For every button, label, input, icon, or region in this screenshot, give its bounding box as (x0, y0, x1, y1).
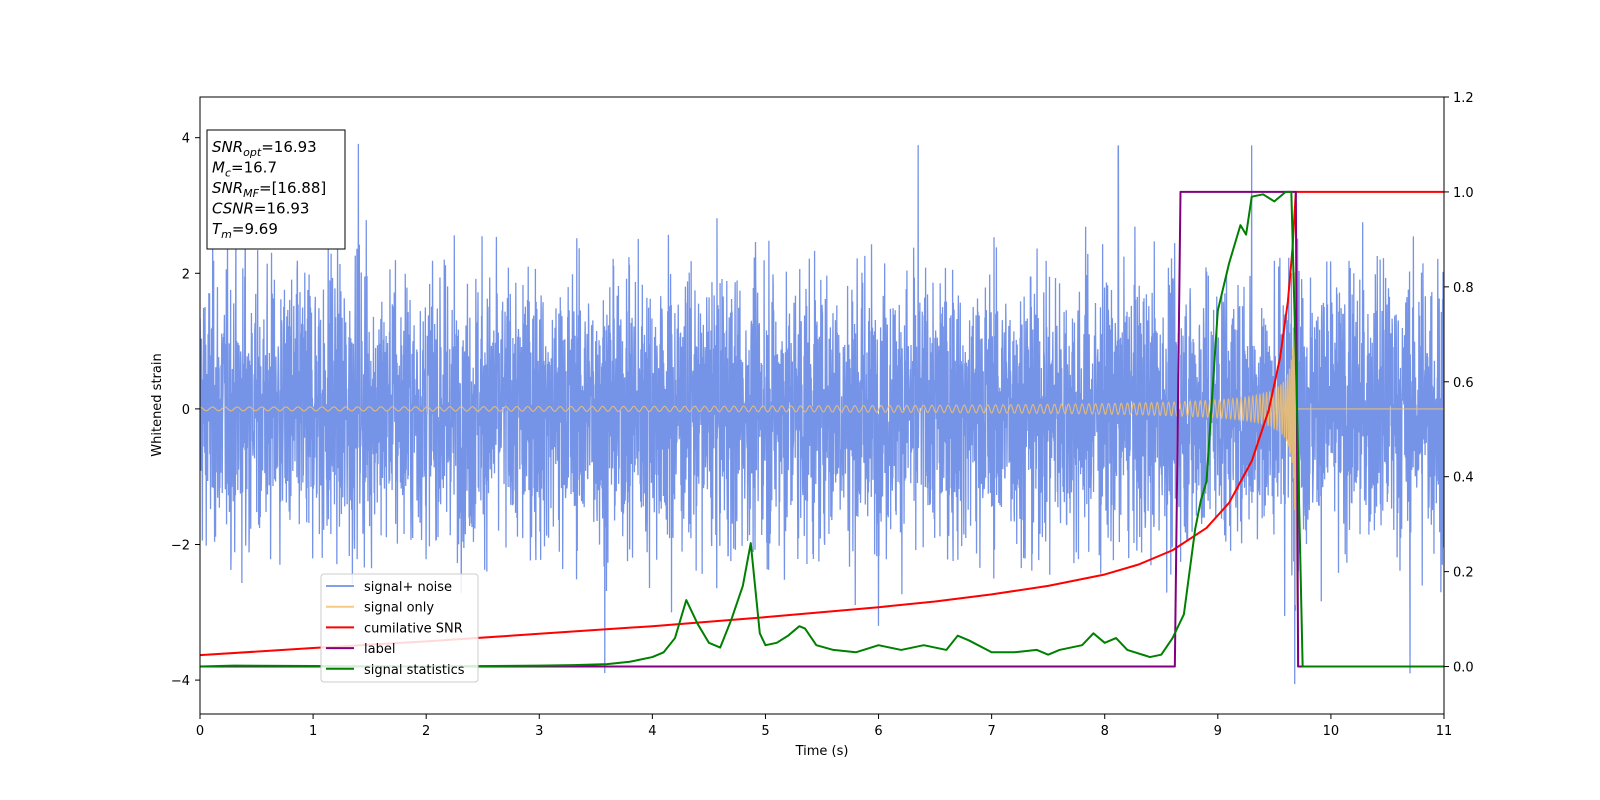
y-axis-right: 0.0 0.2 0.4 0.6 0.8 1.0 1.2 (1444, 91, 1474, 676)
y-right-tick-label: 0.4 (1453, 471, 1474, 486)
legend-item-signal-statistics: signal statistics (326, 663, 465, 678)
series-signal-only-line (200, 272, 1444, 606)
x-tick-label: 9 (1214, 724, 1222, 739)
y-left-tick-label: 2 (182, 267, 190, 282)
x-tick-label: 10 (1323, 724, 1340, 739)
legend-item-signal-noise: signal+ noise (326, 580, 452, 595)
legend-label: signal statistics (364, 663, 465, 678)
x-tick-label: 11 (1436, 724, 1453, 739)
y-left-tick-label: 4 (182, 132, 190, 147)
legend-item-signal-only: signal only (326, 601, 434, 616)
legend-frame (320, 573, 479, 683)
x-tick-label: 2 (422, 724, 430, 739)
legend: signal+ noise signal only cumilative SNR la… (320, 573, 479, 683)
legend-item-label: label (326, 642, 395, 657)
annotation-box: SNRopt=16.93Mc=16.7SNRMF=[16.88]CSNR=16.… (206, 129, 346, 250)
y-right-tick-label: 1.2 (1453, 91, 1474, 106)
plot-data-area (200, 143, 1444, 685)
annotation-line: SNRopt=16.93 (212, 138, 317, 159)
annotation-line: CSNR=16.93 (212, 200, 309, 218)
x-axis: 0 1 2 3 4 5 6 7 8 9 10 11 (196, 714, 1452, 739)
plot-frame (199, 96, 1445, 715)
annotation-box-frame (206, 129, 346, 250)
series-signal-statistics-line (200, 190, 1444, 668)
y-right-tick-label: 0.8 (1453, 281, 1474, 296)
annotation-line: SNRMF=[16.88] (212, 179, 326, 200)
y-right-tick-label: 1.0 (1453, 186, 1474, 201)
x-tick-label: 4 (648, 724, 656, 739)
x-tick-label: 8 (1101, 724, 1109, 739)
y-left-tick-label: 0 (182, 403, 190, 418)
x-tick-label: 1 (309, 724, 317, 739)
y-right-tick-label: 0.2 (1453, 566, 1474, 581)
y-axis-label-left: Whitened strain (150, 353, 165, 456)
legend-label: cumilative SNR (364, 621, 463, 636)
legend-label: label (364, 642, 395, 657)
series-cumulative-snr-line (200, 190, 1444, 657)
annotation-line: Mc=16.7 (212, 159, 277, 180)
legend-item-cumulative-snr: cumilative SNR (326, 621, 463, 636)
y-left-tick-label: −4 (171, 674, 190, 689)
y-right-tick-label: 0.0 (1453, 661, 1474, 676)
y-right-tick-label: 0.6 (1453, 376, 1474, 391)
x-axis-label: Time (s) (795, 744, 849, 759)
legend-label: signal only (364, 601, 434, 616)
y-axis-left: −4 −2 0 2 4 (171, 132, 200, 689)
y-left-tick-label: −2 (171, 538, 190, 553)
annotation-line: Tm=9.69 (212, 220, 278, 241)
series-signal-noise-line (200, 143, 1444, 685)
x-tick-label: 6 (874, 724, 882, 739)
x-tick-label: 7 (987, 724, 995, 739)
legend-label: signal+ noise (364, 580, 452, 595)
x-tick-label: 5 (761, 724, 769, 739)
x-tick-label: 0 (196, 724, 204, 739)
x-tick-label: 3 (535, 724, 543, 739)
